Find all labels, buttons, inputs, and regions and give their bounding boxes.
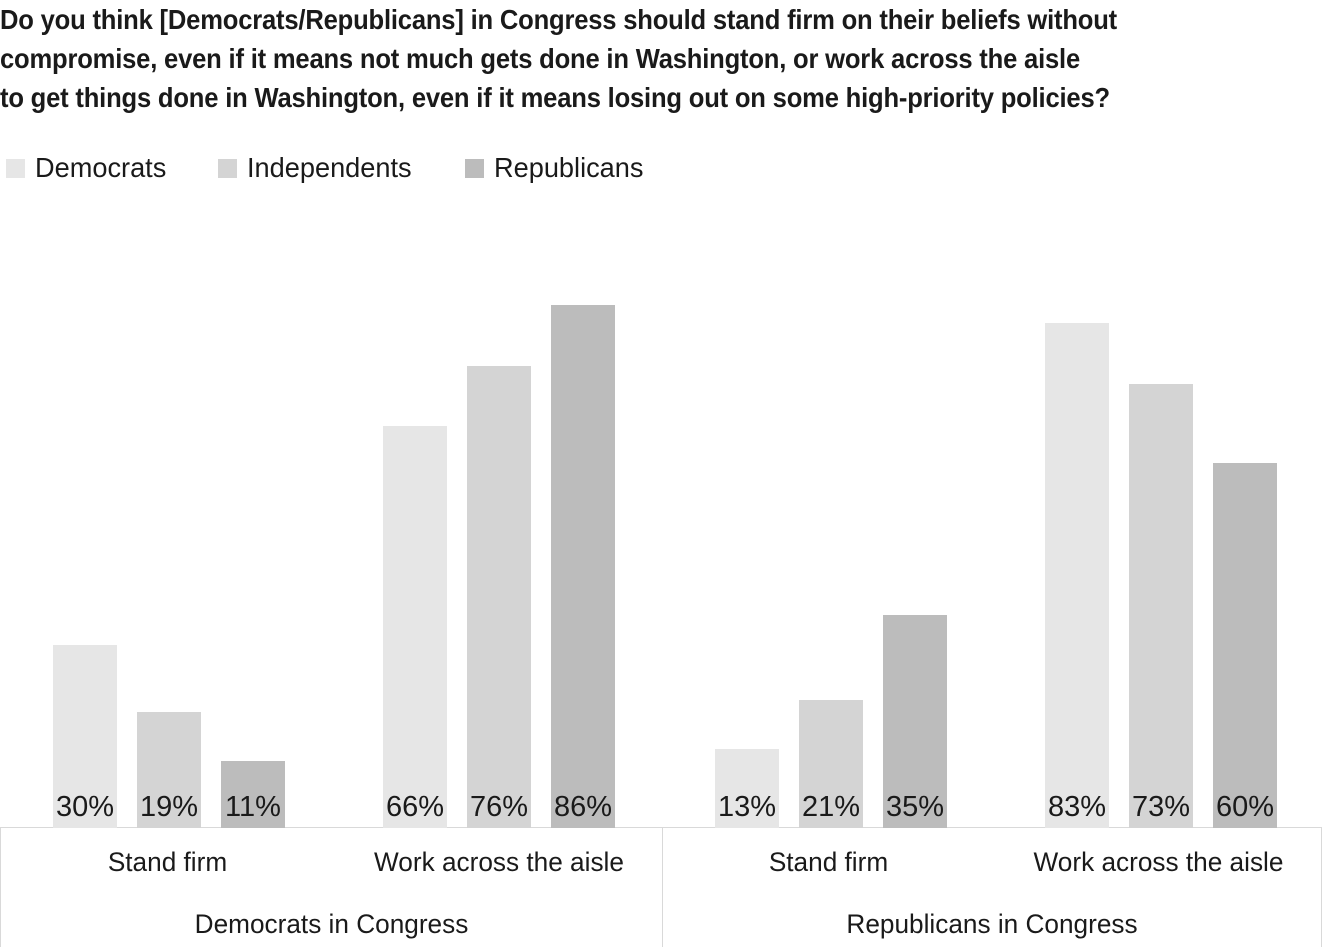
bar-republicans-11[interactable]: 11% — [221, 761, 285, 828]
bar-democrats-13[interactable]: 13% — [715, 749, 779, 828]
chart-legend: Democrats Independents Republicans — [6, 152, 696, 184]
axis-category-label: Work across the aisle — [374, 847, 624, 877]
legend-label-democrats: Democrats — [35, 152, 167, 183]
bar-value-label: 19% — [139, 791, 199, 823]
legend-item-independents[interactable]: Independents — [218, 152, 417, 184]
bar-republicans-35[interactable]: 35% — [883, 615, 947, 828]
legend-swatch-icon-independents — [218, 158, 238, 178]
bar-value-label: 73% — [1131, 791, 1191, 823]
bar-value-label: 86% — [553, 791, 613, 823]
bar-republicans-86[interactable]: 86% — [551, 305, 615, 828]
bar-value-label: 13% — [717, 791, 777, 823]
bar-value-label: 60% — [1215, 791, 1275, 823]
title-line-1: Do you think [Democrats/Republicans] in … — [0, 4, 1118, 35]
axis-panel-title: Republicans in Congress — [846, 909, 1138, 939]
bar-democrats-83[interactable]: 83% — [1045, 323, 1109, 828]
bar-independents-73[interactable]: 73% — [1129, 384, 1193, 828]
axis-panel-title: Democrats in Congress — [194, 909, 469, 939]
chart-question-title: Do you think [Democrats/Republicans] in … — [0, 0, 1209, 117]
title-line-2: compromise, even if it means not much ge… — [0, 43, 1080, 74]
legend-label-independents: Independents — [247, 152, 413, 183]
bar-value-label: 21% — [801, 791, 861, 823]
legend-label-republicans: Republicans — [494, 152, 644, 183]
axis-category-label: Work across the aisle — [1033, 847, 1284, 877]
legend-swatch-icon-republicans — [465, 158, 485, 178]
bar-independents-19[interactable]: 19% — [137, 712, 201, 828]
axis-panel-democrats-in-congress: Stand firm Work across the aisle Democra… — [0, 827, 663, 947]
axis-category-label: Stand firm — [107, 847, 228, 877]
legend-item-democrats[interactable]: Democrats — [6, 152, 170, 184]
bar-republicans-60[interactable]: 60% — [1213, 463, 1277, 828]
title-line-3: to get things done in Washington, even i… — [0, 82, 1110, 113]
legend-swatch-icon-democrats — [6, 158, 25, 178]
bar-value-label: 83% — [1047, 791, 1107, 823]
chart-plot-area: 30% 19% 11% 66% 76% 86% 13% 21% 35% 83% 73% 60% — [0, 200, 1322, 828]
bar-value-label: 35% — [885, 791, 945, 823]
bar-independents-21[interactable]: 21% — [799, 700, 863, 828]
chart-axis-area: Stand firm Work across the aisle Democra… — [0, 827, 1322, 947]
axis-baseline — [0, 827, 1322, 828]
bar-value-label: 30% — [55, 791, 115, 823]
bar-independents-76[interactable]: 76% — [467, 366, 531, 828]
bar-democrats-30[interactable]: 30% — [53, 645, 117, 828]
axis-category-label: Stand firm — [768, 847, 889, 877]
bar-value-label: 11% — [225, 791, 281, 823]
legend-item-republicans[interactable]: Republicans — [465, 152, 648, 184]
axis-panel-republicans-in-congress: Stand firm Work across the aisle Republi… — [662, 827, 1322, 947]
bar-value-label: 66% — [385, 791, 445, 823]
bar-value-label: 76% — [469, 791, 529, 823]
bar-democrats-66[interactable]: 66% — [383, 426, 447, 828]
